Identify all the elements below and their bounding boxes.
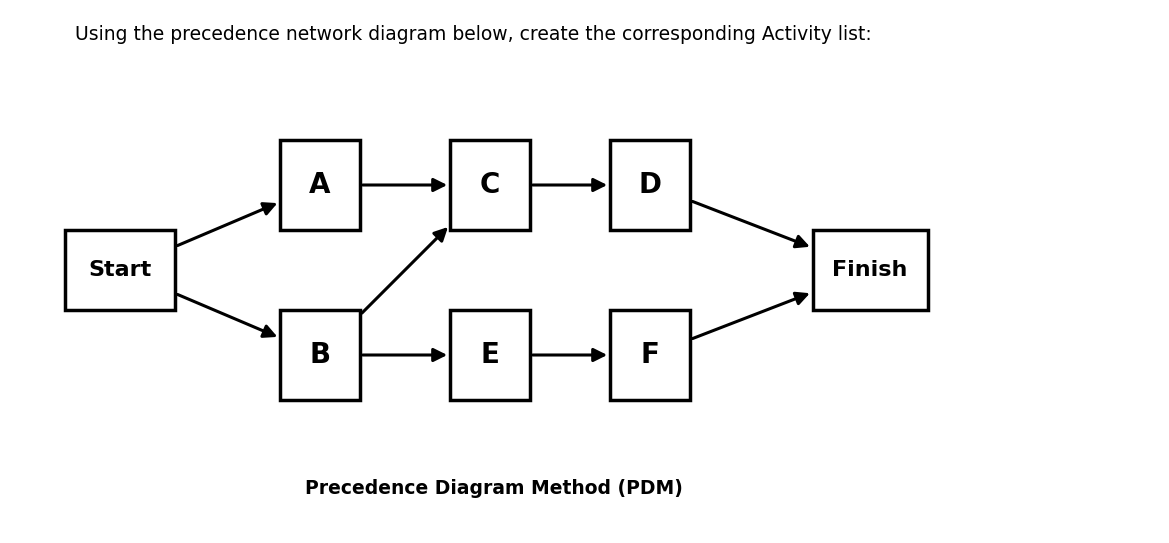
Bar <box>281 140 360 230</box>
Text: D: D <box>638 171 662 199</box>
Bar <box>450 310 530 400</box>
Text: F: F <box>641 341 659 369</box>
Bar <box>65 230 175 310</box>
Text: Using the precedence network diagram below, create the corresponding Activity li: Using the precedence network diagram bel… <box>75 25 872 44</box>
Bar <box>610 140 690 230</box>
Text: B: B <box>310 341 331 369</box>
Text: A: A <box>310 171 331 199</box>
Text: C: C <box>479 171 500 199</box>
Bar <box>450 140 530 230</box>
Text: Start: Start <box>89 260 152 280</box>
Text: Precedence Diagram Method (PDM): Precedence Diagram Method (PDM) <box>305 479 683 498</box>
Text: E: E <box>480 341 499 369</box>
Bar <box>812 230 927 310</box>
Bar <box>281 310 360 400</box>
Text: Finish: Finish <box>832 260 907 280</box>
Bar <box>610 310 690 400</box>
